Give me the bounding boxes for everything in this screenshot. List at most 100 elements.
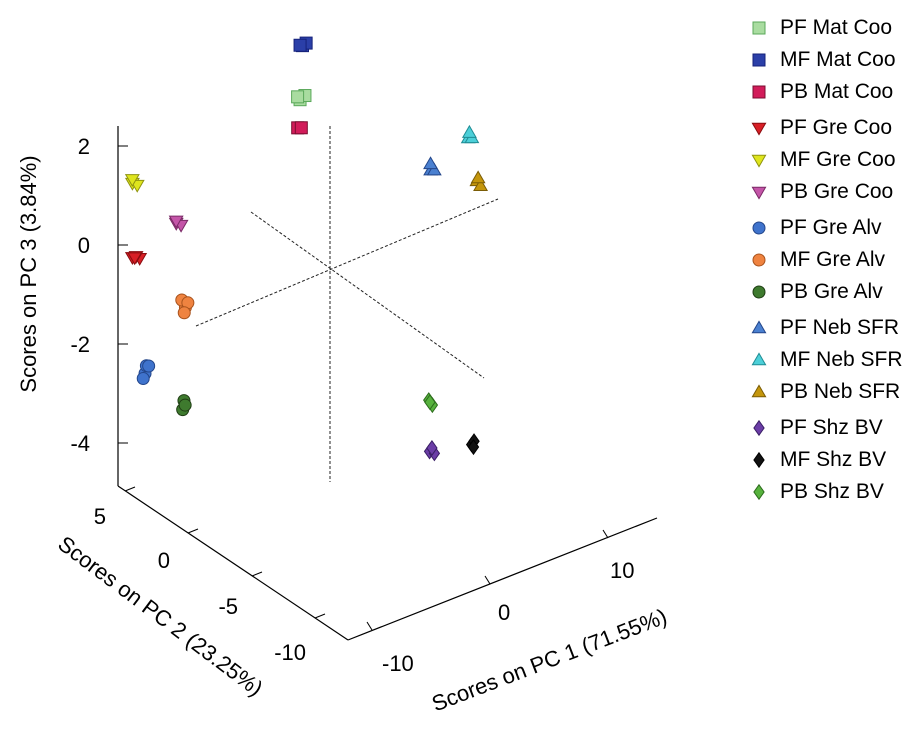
legend-item: PB Mat Coo	[748, 76, 903, 108]
pc2-tick-label: -10	[274, 640, 306, 665]
legend-marker-icon	[753, 483, 765, 501]
pc1-ticks: -10 0 10	[366, 529, 634, 676]
pc2-tick-mark	[314, 613, 326, 619]
legend-item: PB Gre Alv	[748, 276, 903, 308]
point-pb-mat-coo	[294, 121, 308, 135]
point-pb-neb-sfr	[470, 170, 486, 184]
legend: PF Mat Coo MF Mat Coo PB Mat Coo PF Gre Coo…	[748, 12, 903, 508]
legend-item: PF Neb SFR	[748, 312, 903, 344]
origin-axes	[195, 126, 499, 482]
series-pb-neb-sfr	[469, 170, 489, 192]
legend-label: PB Shz BV	[780, 480, 884, 503]
point-pf-neb-sfr	[423, 156, 439, 170]
pc2-ticks: 5 0 -5 -10	[94, 486, 326, 665]
legend-label: MF Gre Coo	[780, 148, 896, 171]
legend-item: MF Shz BV	[748, 444, 903, 476]
series-mf-gre-coo	[124, 174, 145, 193]
pc1-tick-label: 0	[498, 600, 510, 625]
legend-marker-icon	[751, 352, 767, 366]
point-mf-gre-alv	[177, 306, 191, 320]
legend-item: PB Gre Coo	[748, 176, 903, 208]
pc2-tick-label: -5	[218, 594, 238, 619]
pc1-tick-mark	[602, 529, 609, 539]
series-pf-gre-coo	[124, 251, 148, 266]
pc2-axis-line	[117, 485, 349, 641]
pc1-tick-label: -10	[382, 651, 414, 676]
pc1-tick-label: 10	[610, 558, 634, 583]
pc2-tick-mark	[251, 571, 263, 577]
legend-item: PB Neb SFR	[748, 376, 903, 408]
series-pf-neb-sfr	[423, 156, 442, 176]
legend-marker-icon	[752, 221, 766, 235]
legend-label: PF Gre Alv	[780, 216, 882, 239]
point-pb-gre-alv	[178, 398, 192, 412]
legend-marker-icon	[751, 384, 767, 398]
origin-axis-pc2	[250, 211, 485, 379]
pc1-axis-line	[347, 517, 658, 641]
pc3-tick-label: -4	[70, 431, 90, 456]
legend-marker-icon	[753, 419, 765, 437]
pc1-tick-mark	[484, 575, 491, 585]
pc3-ticks: 2 0 -2 -4	[70, 134, 128, 456]
legend-item: MF Gre Coo	[748, 144, 903, 176]
legend-item: MF Mat Coo	[748, 44, 903, 76]
series-mf-shz-bv	[465, 433, 480, 456]
point-mf-neb-sfr	[461, 124, 477, 138]
legend-marker-icon	[751, 320, 767, 334]
legend-label: PF Gre Coo	[780, 116, 893, 139]
pc2-tick-label: 0	[158, 548, 170, 573]
pc2-tick-mark	[124, 486, 136, 492]
point-mf-shz-bv	[467, 438, 480, 456]
legend-marker-icon	[752, 85, 766, 99]
point-mf-mat-coo	[293, 38, 307, 52]
point-mf-gre-coo	[124, 174, 140, 187]
point-pf-shz-bv	[426, 439, 438, 457]
legend-marker-icon	[751, 154, 767, 168]
legend-label: MF Shz BV	[780, 448, 887, 471]
legend-label: PB Mat Coo	[780, 80, 894, 103]
legend-item: PF Gre Coo	[748, 112, 903, 144]
legend-label: PF Neb SFR	[780, 316, 900, 339]
legend-item: MF Neb SFR	[748, 344, 903, 376]
point-pb-neb-sfr	[473, 178, 489, 192]
legend-marker-icon	[752, 53, 766, 67]
legend-label: PB Gre Alv	[780, 280, 883, 303]
point-pf-gre-coo	[127, 252, 143, 266]
legend-marker-icon	[752, 285, 766, 299]
origin-axis-pc1	[195, 198, 499, 327]
pc3-axis-title: Scores on PC 3 (3.84%)	[16, 155, 41, 392]
legend-label: PF Shz BV	[780, 416, 883, 439]
series-pb-shz-bv	[423, 392, 439, 414]
series-pb-gre-alv	[176, 394, 192, 417]
pc3-tick-label: 2	[78, 134, 90, 159]
data-points	[124, 36, 489, 462]
legend-marker-icon	[751, 122, 767, 136]
pc2-tick-mark	[187, 528, 199, 534]
series-mf-mat-coo	[293, 36, 313, 53]
legend-marker-icon	[753, 451, 765, 469]
legend-label: PB Gre Coo	[780, 180, 894, 203]
legend-label: PF Mat Coo	[780, 16, 893, 39]
legend-item: MF Gre Alv	[748, 244, 903, 276]
point-pf-gre-alv	[136, 372, 150, 386]
legend-item: PB Shz BV	[748, 476, 903, 508]
legend-marker-icon	[752, 21, 766, 35]
legend-label: MF Gre Alv	[780, 248, 886, 271]
legend-label: MF Mat Coo	[780, 48, 896, 71]
legend-marker-icon	[751, 186, 767, 200]
series-pb-mat-coo	[291, 121, 308, 135]
legend-label: PB Neb SFR	[780, 380, 901, 403]
legend-item: PF Mat Coo	[748, 12, 903, 44]
series-pf-mat-coo	[291, 89, 312, 107]
pc3-tick-label: -2	[70, 332, 90, 357]
pc1-tick-mark	[366, 621, 373, 631]
legend-item: PF Shz BV	[748, 412, 903, 444]
series-pf-gre-alv	[136, 359, 156, 386]
legend-marker-icon	[752, 253, 766, 267]
series-pb-gre-coo	[168, 215, 189, 233]
point-pb-gre-coo	[168, 215, 184, 229]
pc1-axis-title: Scores on PC 1 (71.55%)	[428, 604, 670, 717]
legend-label: MF Neb SFR	[780, 348, 903, 371]
pc2-tick-label: 5	[94, 504, 106, 529]
